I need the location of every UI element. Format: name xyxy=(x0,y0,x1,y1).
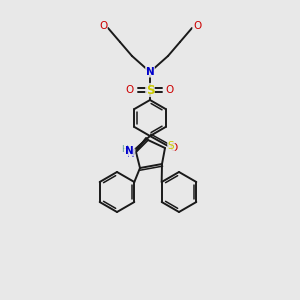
Text: O: O xyxy=(99,21,107,31)
Text: N: N xyxy=(127,149,135,159)
Text: N: N xyxy=(146,67,154,77)
Text: S: S xyxy=(168,141,174,151)
Text: O: O xyxy=(193,21,201,31)
Text: S: S xyxy=(146,83,154,97)
Text: O: O xyxy=(169,143,177,153)
Text: O: O xyxy=(166,85,174,95)
Text: N: N xyxy=(124,146,134,156)
Text: O: O xyxy=(126,85,134,95)
Text: H: H xyxy=(121,146,128,154)
